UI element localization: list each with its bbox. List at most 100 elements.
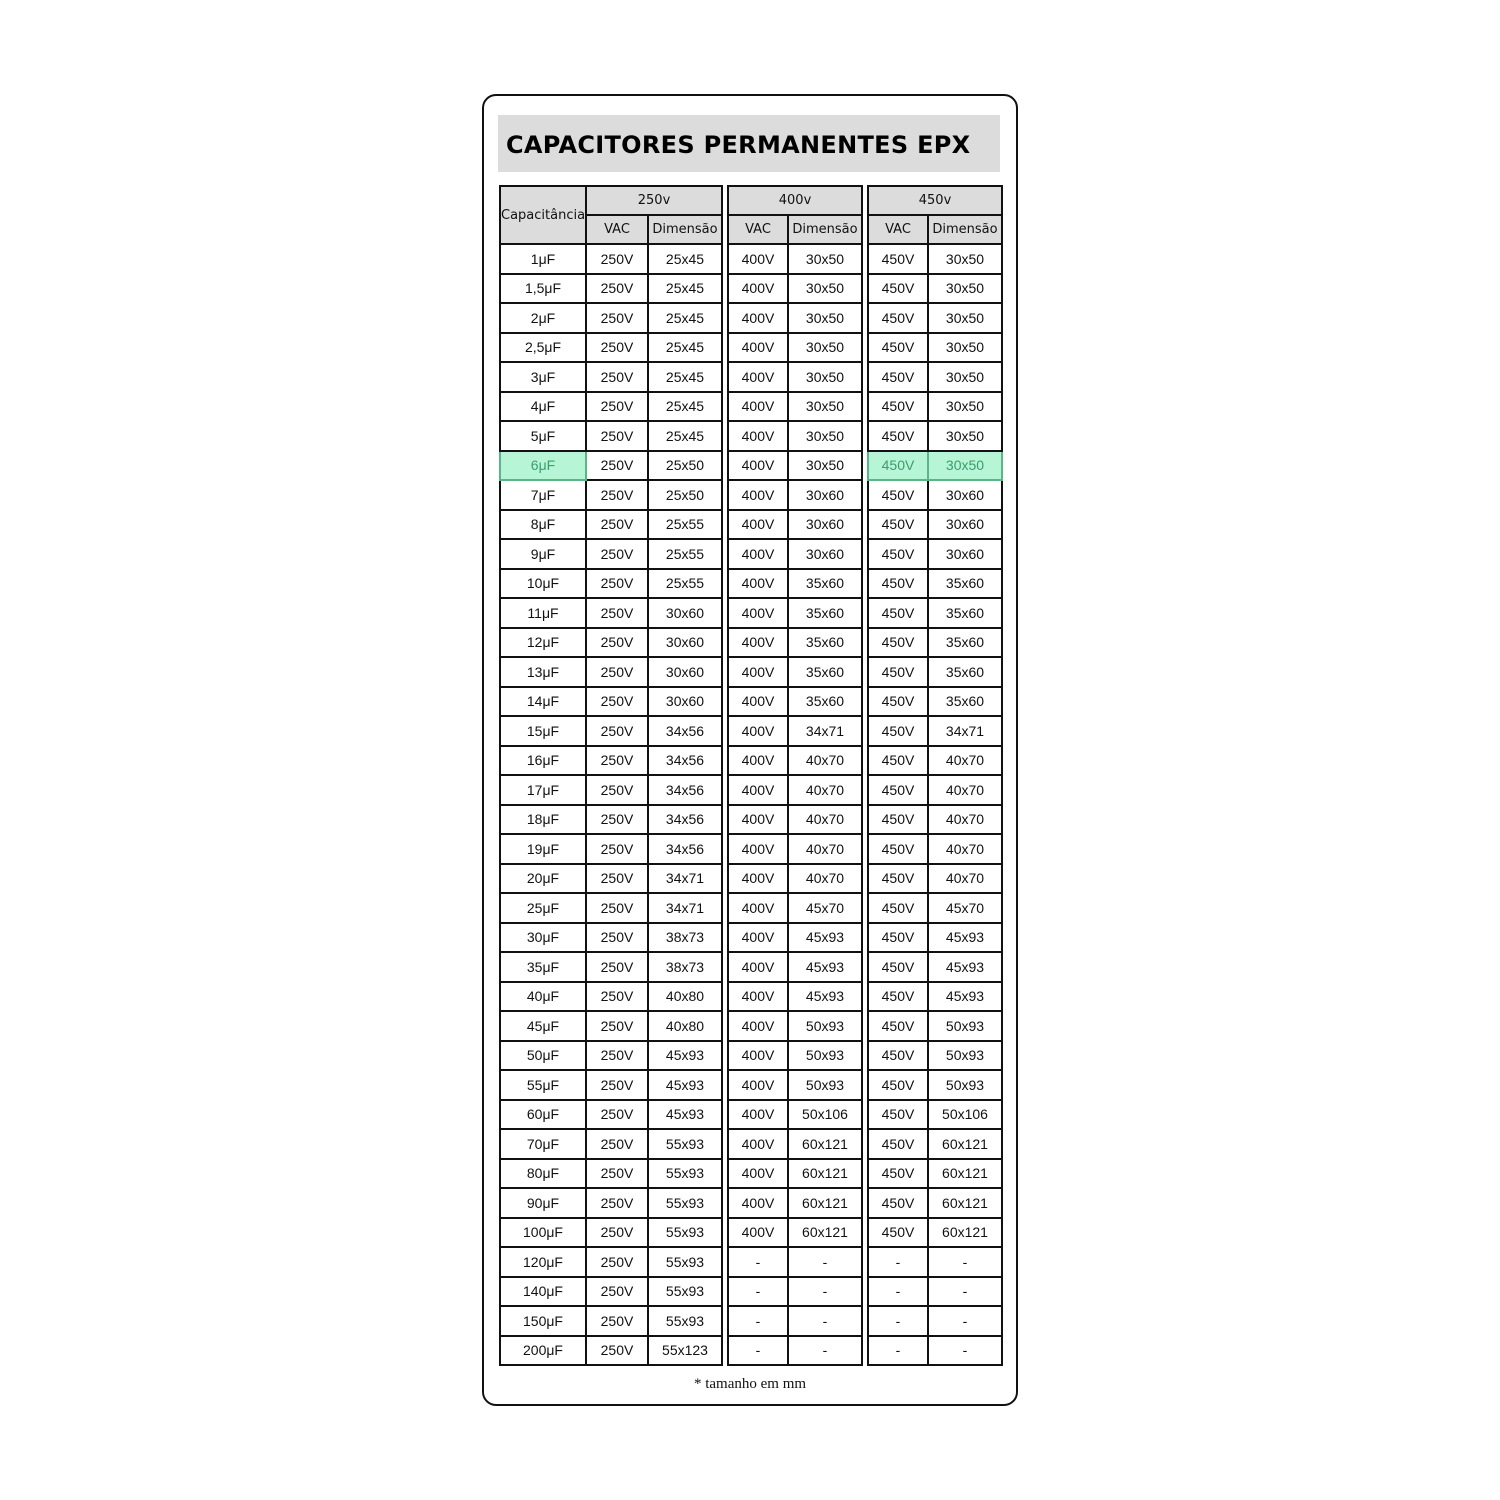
vac-cell: 250V	[585, 833, 649, 865]
vac-cell: 450V	[867, 921, 929, 953]
vac-cell: 450V	[867, 1187, 929, 1219]
table-row: 400V 40x70	[727, 862, 864, 894]
table-row: 7μF 250V 25x50	[499, 479, 724, 511]
dimension-cell: 25x45	[646, 420, 724, 452]
vac-cell: 400V	[727, 1010, 789, 1042]
table-row: 450V 50x93	[867, 1069, 1004, 1101]
vac-cell: 450V	[867, 774, 929, 806]
dimension-cell: 25x45	[646, 243, 724, 275]
dimension-cell: 30x50	[926, 331, 1004, 363]
table-row: --	[727, 1246, 864, 1278]
dimension-cell: 50x106	[926, 1098, 1004, 1130]
table-row: 120μF 250V 55x93	[499, 1246, 724, 1278]
table-row: 400V 40x70	[727, 803, 864, 835]
dimension-cell: 30x50	[786, 420, 864, 452]
capacitance-cell: 6μF	[499, 449, 587, 481]
dimension-cell: 25x50	[646, 449, 724, 481]
vac-cell: 250V	[585, 272, 649, 304]
vac-cell: 400V	[727, 685, 789, 717]
table-row: --	[727, 1334, 864, 1366]
table-row: 400V 50x93	[727, 1010, 864, 1042]
table-row: 18μF 250V 34x56	[499, 803, 724, 835]
vac-cell: 400V	[727, 331, 789, 363]
vac-cell: 400V	[727, 892, 789, 924]
capacitance-cell: 12μF	[499, 626, 587, 658]
vac-cell: 250V	[585, 656, 649, 688]
vac-cell: 400V	[727, 597, 789, 629]
dimension-cell: 60x121	[926, 1128, 1004, 1160]
header-dimension: Dimensão	[786, 214, 864, 245]
vac-cell: 450V	[867, 892, 929, 924]
table-row: 16μF 250V 34x56	[499, 744, 724, 776]
table-row: 12μF 250V 30x60	[499, 626, 724, 658]
dimension-cell: 35x60	[786, 656, 864, 688]
vac-cell: 250V	[585, 1187, 649, 1219]
table-row: 400V 30x50	[727, 361, 864, 393]
dimension-cell: 30x50	[926, 390, 1004, 422]
table-row: 450V 50x106	[867, 1098, 1004, 1130]
vac-cell: 250V	[585, 921, 649, 953]
capacitance-cell: 140μF	[499, 1275, 587, 1307]
table-row: 450V 30x50	[867, 420, 1004, 452]
vac-cell: 400V	[727, 1216, 789, 1248]
dimension-cell: 40x70	[786, 774, 864, 806]
dimension-cell: 55x123	[646, 1334, 724, 1366]
dimension-cell: 34x71	[786, 715, 864, 747]
table-row: 400V 50x106	[727, 1098, 864, 1130]
vac-cell: 250V	[585, 1305, 649, 1337]
table-row: 400V 30x50	[727, 449, 864, 481]
title-bar: CAPACITORES PERMANENTES EPX	[498, 115, 1000, 172]
table-row: 400V 35x60	[727, 597, 864, 629]
table-row: 50μF 250V 45x93	[499, 1039, 724, 1071]
dimension-cell: 30x50	[786, 331, 864, 363]
dimension-cell: 45x93	[926, 980, 1004, 1012]
vac-cell: 400V	[727, 951, 789, 983]
table-row: 450V 35x60	[867, 597, 1004, 629]
table-row: 400V 30x50	[727, 272, 864, 304]
dimension-cell: 60x121	[786, 1216, 864, 1248]
table-row: 450V 30x50	[867, 390, 1004, 422]
dimension-cell: 34x56	[646, 715, 724, 747]
capacitance-cell: 50μF	[499, 1039, 587, 1071]
table-row: 2,5μF 250V 25x45	[499, 331, 724, 363]
table-row: 450V 30x60	[867, 508, 1004, 540]
table-row: --	[727, 1275, 864, 1307]
capacitance-cell: 30μF	[499, 921, 587, 953]
vac-cell: 250V	[585, 774, 649, 806]
dimension-cell: 55x93	[646, 1187, 724, 1219]
vac-cell: 250V	[585, 479, 649, 511]
dimension-cell: -	[926, 1246, 1004, 1278]
dimension-cell: 30x50	[786, 361, 864, 393]
dimension-cell: 30x60	[926, 538, 1004, 570]
vac-cell: 450V	[867, 361, 929, 393]
dimension-cell: 60x121	[786, 1187, 864, 1219]
table-row: 11μF 250V 30x60	[499, 597, 724, 629]
table-row: 60μF 250V 45x93	[499, 1098, 724, 1130]
dimension-cell: 30x50	[926, 302, 1004, 334]
dimension-cell: 35x60	[926, 626, 1004, 658]
dimension-cell: 30x60	[926, 479, 1004, 511]
table-row: 19μF 250V 34x56	[499, 833, 724, 865]
dimension-cell: 60x121	[926, 1187, 1004, 1219]
dimension-cell: 30x60	[786, 479, 864, 511]
capacitance-cell: 9μF	[499, 538, 587, 570]
table-row: 400V 60x121	[727, 1187, 864, 1219]
vac-cell: 250V	[585, 508, 649, 540]
vac-cell: 250V	[585, 1128, 649, 1160]
vac-cell: 250V	[585, 803, 649, 835]
dimension-cell: 45x70	[786, 892, 864, 924]
dimension-cell: 30x50	[926, 361, 1004, 393]
vac-cell: 250V	[585, 420, 649, 452]
dimension-cell: -	[926, 1334, 1004, 1366]
vac-cell: 450V	[867, 685, 929, 717]
dimension-cell: 60x121	[926, 1216, 1004, 1248]
vac-cell: 450V	[867, 597, 929, 629]
dimension-cell: 45x93	[926, 951, 1004, 983]
table-row: 400V 40x70	[727, 833, 864, 865]
dimension-cell: 50x93	[926, 1010, 1004, 1042]
table-row: 400V 30x60	[727, 508, 864, 540]
capacitance-cell: 70μF	[499, 1128, 587, 1160]
vac-cell: 450V	[867, 479, 929, 511]
capacitance-cell: 7μF	[499, 479, 587, 511]
table-row: 1μF 250V 25x45	[499, 243, 724, 275]
